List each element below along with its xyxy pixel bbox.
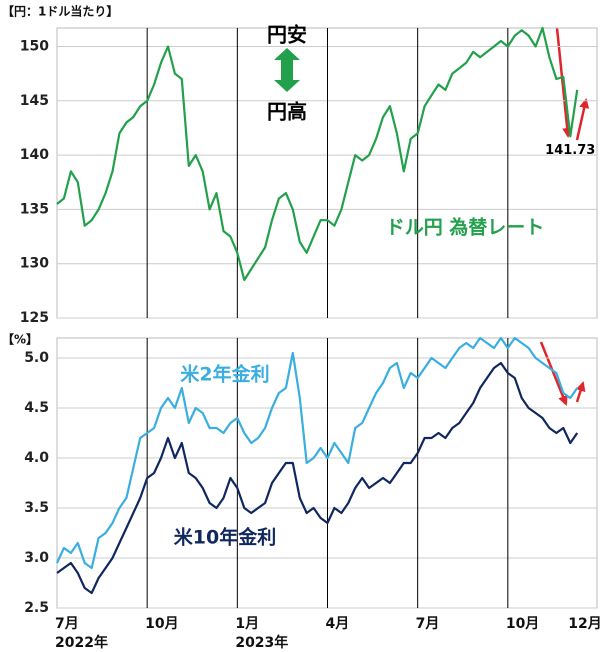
annotation: 円安 bbox=[267, 23, 307, 47]
series-label: 米2年金利 bbox=[180, 363, 269, 386]
series-line bbox=[56, 361, 579, 595]
series-label: ドル円 為替レート bbox=[386, 216, 545, 239]
x-tick-label: 7月 bbox=[416, 616, 440, 632]
y-tick-label: 4.0 bbox=[24, 450, 49, 466]
series-line bbox=[56, 26, 579, 282]
x-tick-label: 4月 bbox=[326, 616, 350, 632]
y-tick-label: 4.5 bbox=[24, 400, 49, 416]
y-tick-label: 135 bbox=[20, 201, 49, 217]
annotation: 円高 bbox=[267, 100, 307, 124]
y-tick-label: 2.5 bbox=[24, 600, 49, 616]
y-tick-label: 5.0 bbox=[24, 350, 49, 366]
x-tick-label: 10月 bbox=[145, 616, 178, 632]
yen-direction-arrow bbox=[274, 48, 300, 92]
y-tick-label: 3.0 bbox=[24, 550, 49, 566]
year-label: 2023年 bbox=[235, 634, 288, 651]
y-tick-label: 125 bbox=[20, 310, 49, 326]
x-tick-label: 7月 bbox=[55, 616, 79, 632]
year-label: 2022年 bbox=[55, 634, 108, 651]
value-label: 141.73 bbox=[545, 143, 595, 158]
y-tick-label: 140 bbox=[20, 147, 49, 163]
y-tick-label: 130 bbox=[20, 256, 49, 272]
unit-label: 【%】 bbox=[2, 332, 38, 347]
x-tick-label: 10月 bbox=[506, 616, 539, 632]
series-line bbox=[56, 336, 579, 570]
x-tick-label: 12月 bbox=[568, 616, 600, 632]
y-tick-label: 150 bbox=[20, 38, 49, 54]
y-tick-label: 3.5 bbox=[24, 500, 49, 516]
unit-label: 【円：1ドル当たり】 bbox=[2, 4, 118, 19]
series-label: 米10年金利 bbox=[174, 526, 276, 549]
x-tick-label: 1月 bbox=[235, 616, 259, 632]
y-tick-label: 145 bbox=[20, 93, 49, 109]
